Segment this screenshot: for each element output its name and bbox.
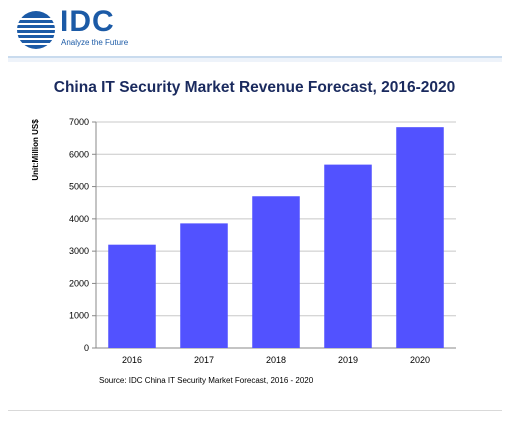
header-divider-shadow xyxy=(8,58,502,62)
y-tick-label: 4000 xyxy=(69,214,89,224)
x-tick-label: 2020 xyxy=(410,355,430,365)
footer-divider xyxy=(8,410,502,411)
x-tick-label: 2016 xyxy=(122,355,142,365)
y-tick-label: 6000 xyxy=(69,149,89,159)
bar-2016 xyxy=(108,244,156,348)
x-tick-label: 2019 xyxy=(338,355,358,365)
y-tick-label: 5000 xyxy=(69,182,89,192)
logo-text: IDC xyxy=(60,5,115,38)
y-axis-label: Unit:Million US$ xyxy=(31,119,40,181)
y-tick-label: 0 xyxy=(84,343,89,353)
source-note: Source: IDC China IT Security Market For… xyxy=(99,376,314,385)
y-tick-label: 1000 xyxy=(69,311,89,321)
globe-logo-icon xyxy=(17,11,55,49)
y-tick-label: 2000 xyxy=(69,278,89,288)
x-tick-label: 2017 xyxy=(194,355,214,365)
header: IDC Analyze the Future xyxy=(0,0,509,56)
chart-title: China IT Security Market Revenue Forecas… xyxy=(53,79,456,96)
bar-2020 xyxy=(396,127,444,348)
header-divider xyxy=(8,56,502,58)
y-tick-label: 7000 xyxy=(69,117,89,127)
x-tick-label: 2018 xyxy=(266,355,286,365)
bar-2019 xyxy=(324,164,372,348)
bar-2018 xyxy=(252,196,300,348)
logo-tagline: Analyze the Future xyxy=(61,38,129,47)
bar-2017 xyxy=(180,223,228,348)
y-tick-label: 3000 xyxy=(69,246,89,256)
